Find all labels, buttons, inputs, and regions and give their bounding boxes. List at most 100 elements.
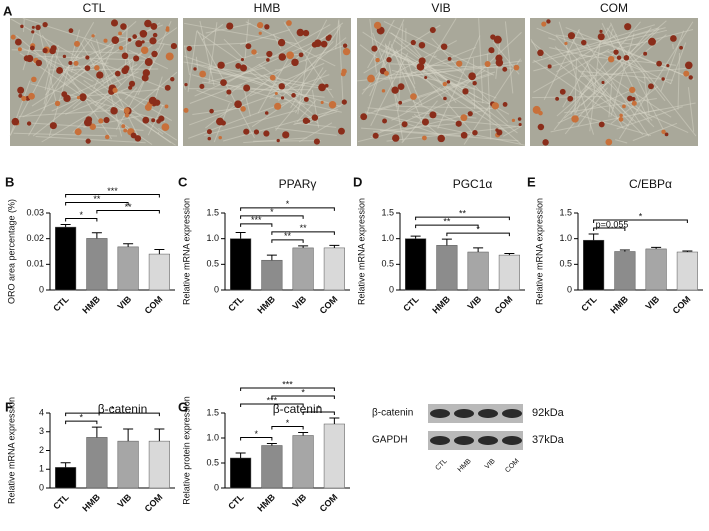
chart-title: PPARγ: [279, 177, 317, 191]
x-tick-label: HMB: [255, 492, 277, 514]
lipid-droplet: [340, 71, 346, 77]
lipid-droplet: [17, 86, 25, 94]
lipid-droplet: [397, 83, 405, 91]
chart-title: β-catenin: [273, 402, 323, 416]
y-axis-label: ORO area percentage (%): [6, 199, 16, 304]
significance-bracket: [415, 216, 510, 221]
x-tick-label: HMB: [80, 492, 102, 514]
significance-label: ***: [107, 186, 118, 196]
significance-label: **: [125, 202, 133, 212]
cell-fiber: [548, 37, 556, 41]
cell-fiber: [189, 74, 330, 126]
cell-fiber: [565, 27, 695, 80]
lipid-droplet: [220, 79, 227, 86]
cell-fiber: [290, 82, 306, 109]
significance-label: *: [639, 211, 643, 221]
error-bar: [60, 462, 71, 468]
cell-fiber: [533, 29, 694, 72]
significance-label: **: [300, 223, 308, 233]
cell-fiber: [549, 47, 592, 58]
y-tick-label: 0: [39, 482, 44, 492]
cell-fiber: [207, 66, 341, 107]
lipid-droplet: [513, 64, 520, 71]
lipid-droplet: [42, 47, 48, 54]
lipid-droplet: [437, 134, 445, 143]
lipid-droplet: [124, 112, 130, 118]
lipid-droplet: [429, 111, 437, 119]
cell-fiber: [563, 34, 667, 119]
lipid-droplet: [547, 64, 552, 69]
cell-fiber: [188, 101, 288, 139]
lipid-droplet: [467, 111, 473, 117]
cell-fiber: [632, 102, 696, 116]
lipid-droplet: [648, 83, 654, 90]
cell-fiber: [373, 45, 497, 99]
lipid-droplet: [661, 77, 665, 81]
cell-fiber: [397, 23, 404, 110]
cell-fiber: [43, 76, 52, 105]
bar: [583, 239, 605, 291]
cell-fiber: [249, 62, 325, 97]
cell-fiber: [208, 22, 218, 84]
lipid-droplet: [541, 21, 547, 27]
y-tick-label: 1.5: [206, 207, 219, 217]
cell-fiber: [531, 41, 615, 109]
lipid-droplet: [597, 33, 605, 41]
lipid-droplet: [511, 118, 516, 123]
error-bar: [329, 244, 340, 248]
bar: [230, 238, 252, 291]
lipid-droplet: [266, 58, 270, 62]
lipid-droplet: [110, 19, 119, 27]
lipid-droplet: [123, 65, 130, 72]
blot-strip: [428, 431, 523, 450]
lipid-droplet: [193, 67, 197, 71]
significance-bracket: [271, 239, 304, 243]
panel-letter: G: [178, 399, 188, 414]
lipid-droplet: [664, 132, 669, 137]
cell-fiber: [566, 27, 666, 54]
cell-fiber: [370, 95, 464, 138]
lipid-droplet: [328, 100, 337, 109]
cell-fiber: [643, 72, 650, 116]
lipid-droplet: [491, 102, 499, 110]
lipid-droplet: [567, 95, 574, 102]
lipid-droplet: [165, 52, 174, 61]
cell-fiber: [338, 19, 344, 104]
cell-fiber: [616, 106, 683, 130]
lipid-droplet: [683, 70, 690, 77]
lipid-droplet: [140, 46, 149, 54]
lipid-droplet: [502, 66, 508, 72]
cell-fiber: [258, 64, 314, 104]
panel-letter: B: [5, 174, 14, 189]
x-tick-label: HMB: [608, 294, 630, 316]
cell-fiber: [183, 22, 297, 45]
lipid-droplet: [121, 52, 129, 60]
lipid-droplet: [670, 35, 677, 42]
lipid-droplet: [240, 64, 247, 72]
lipid-droplet: [278, 53, 287, 61]
cell-fiber: [660, 30, 685, 92]
lipid-droplet: [149, 37, 157, 45]
cell-fiber: [49, 68, 159, 71]
lipid-droplet: [274, 91, 278, 96]
cell-fiber: [189, 43, 348, 104]
lipid-droplet: [627, 95, 633, 102]
blot-band: [502, 409, 522, 418]
y-tick-label: 0: [214, 482, 219, 492]
y-axis-label: Relative mRNA expression: [6, 397, 16, 504]
y-axis-label: Relative mRNA expression: [534, 198, 544, 305]
error-bar: [441, 238, 452, 246]
lane-label: COM: [504, 458, 521, 475]
significance-bracket: [446, 232, 510, 237]
lipid-droplet: [112, 87, 118, 93]
cell-fiber: [38, 27, 57, 101]
lipid-droplet: [23, 55, 30, 62]
lipid-droplet: [320, 40, 328, 48]
lipid-droplet: [151, 118, 156, 123]
cell-fiber: [335, 20, 340, 50]
cell-fiber: [243, 86, 251, 117]
cell-fiber: [244, 19, 249, 59]
chart-title: β-catenin: [98, 402, 148, 416]
lipid-droplet: [240, 57, 245, 62]
significance-bracket: [240, 403, 304, 407]
